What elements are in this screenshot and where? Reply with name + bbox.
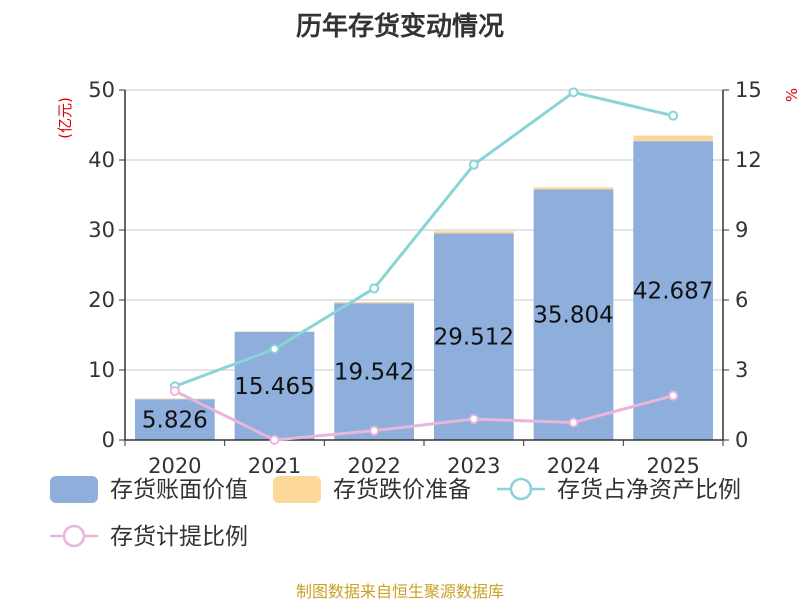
point-provision-ratio <box>171 387 179 395</box>
label-layer: 5.826 15.465 19.542 29.512 35.804 42.687 <box>142 279 714 434</box>
y-left-tick-label: 0 <box>102 428 115 452</box>
legend-marker <box>64 526 84 546</box>
y-right-axis-unit: % <box>783 88 800 102</box>
y-left-axis-unit: (亿元) <box>56 97 74 139</box>
point-provision-ratio <box>370 427 378 435</box>
point-provision-ratio <box>271 436 279 444</box>
x-tick-label: 2024 <box>547 454 600 478</box>
y-right-tick-label: 0 <box>735 428 748 452</box>
y-right-tick-label: 9 <box>735 218 748 242</box>
bar-impairment-reserve <box>334 302 414 303</box>
point-inventory-to-net-assets <box>370 284 378 292</box>
y-left-tick-label: 50 <box>88 78 115 102</box>
bar-value-label: 42.687 <box>633 279 713 305</box>
x-tick-label: 2023 <box>447 454 500 478</box>
legend-label: 存货占净资产比例 <box>557 477 741 503</box>
point-provision-ratio <box>669 392 677 400</box>
bar-value-label: 15.465 <box>234 374 314 400</box>
legend-marker <box>511 479 531 499</box>
point-provision-ratio <box>570 419 578 427</box>
x-tick-label: 2021 <box>248 454 301 478</box>
legend-swatch <box>273 476 321 503</box>
bar-value-label: 35.804 <box>533 303 613 329</box>
y-left-tick-label: 10 <box>88 358 115 382</box>
point-provision-ratio <box>470 415 478 423</box>
x-tick-label: 2020 <box>148 454 201 478</box>
point-inventory-to-net-assets <box>271 345 279 353</box>
legend-label: 存货跌价准备 <box>333 477 471 503</box>
x-tick-label: 2022 <box>347 454 400 478</box>
legend-swatch <box>50 476 98 503</box>
x-tick-label: 2025 <box>646 454 699 478</box>
legend-label: 存货账面价值 <box>110 477 248 503</box>
y-left-tick-label: 40 <box>88 148 115 172</box>
y-right-tick-label: 6 <box>735 288 748 312</box>
bar-value-label: 19.542 <box>334 360 414 386</box>
point-inventory-to-net-assets <box>570 88 578 96</box>
bar-impairment-reserve <box>135 399 215 400</box>
legend-label: 存货计提比例 <box>110 524 248 550</box>
y-left-tick-label: 20 <box>88 288 115 312</box>
point-inventory-to-net-assets <box>470 161 478 169</box>
source-note: 制图数据来自恒生聚源数据库 <box>0 578 800 602</box>
point-inventory-to-net-assets <box>669 112 677 120</box>
y-right-tick-label: 12 <box>735 148 762 172</box>
bar-value-label: 5.826 <box>142 408 208 434</box>
y-right-tick-label: 3 <box>735 358 748 382</box>
bar-value-label: 29.512 <box>434 325 514 351</box>
bar-impairment-reserve <box>534 187 614 189</box>
bar-impairment-reserve <box>434 231 514 233</box>
y-left-tick-label: 30 <box>88 218 115 242</box>
y-right-tick-label: 15 <box>735 78 762 102</box>
bar-layer <box>135 136 713 440</box>
bar-impairment-reserve <box>633 136 713 142</box>
